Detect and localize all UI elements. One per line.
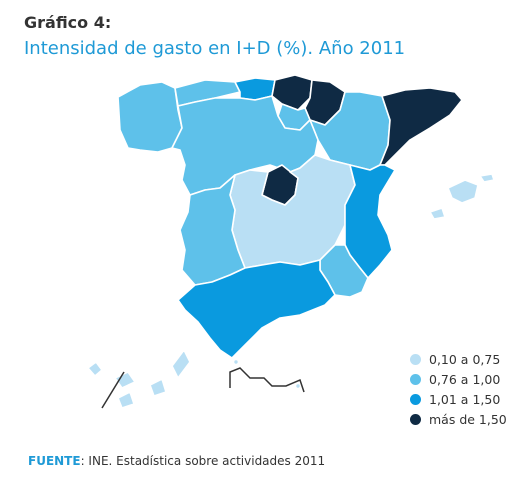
legend-item: más de 1,50 xyxy=(410,409,507,429)
region-andalucia[interactable] xyxy=(177,259,336,359)
figure-label: Gráfico 4: xyxy=(24,13,112,32)
legend-label: más de 1,50 xyxy=(429,411,507,427)
legend-label: 1,01 a 1,50 xyxy=(429,391,501,407)
region-galicia[interactable] xyxy=(117,81,183,153)
region-canarias[interactable] xyxy=(87,349,191,409)
figure-title: Intensidad de gasto en I+D (%). Año 2011 xyxy=(24,38,406,59)
africa-coastline xyxy=(229,367,305,393)
source-text: : INE. Estadística sobre actividades 201… xyxy=(80,454,326,468)
region-illes-balears[interactable] xyxy=(429,173,495,220)
legend-swatch xyxy=(410,393,421,405)
source-note: FUENTE: INE. Estadística sobre actividad… xyxy=(28,454,325,468)
region-cataluna[interactable] xyxy=(379,87,463,166)
legend-label: 0,76 a 1,00 xyxy=(429,371,501,387)
legend-swatch xyxy=(410,373,421,385)
legend-swatch xyxy=(410,353,421,365)
legend-item: 0,10 a 0,75 xyxy=(410,349,507,369)
region-ceuta[interactable] xyxy=(232,358,240,366)
region-pais-vasco[interactable] xyxy=(271,74,313,111)
legend-label: 0,10 a 0,75 xyxy=(429,351,501,367)
canarias-separator xyxy=(101,371,125,409)
source-prefix: FUENTE xyxy=(28,454,81,468)
legend: 0,10 a 0,75 0,76 a 1,00 1,01 a 1,50 más … xyxy=(410,349,507,429)
legend-swatch xyxy=(410,413,421,425)
legend-item: 1,01 a 1,50 xyxy=(410,389,507,409)
region-melilla[interactable] xyxy=(294,382,302,390)
region-comunitat-valenciana[interactable] xyxy=(344,164,396,279)
legend-item: 0,76 a 1,00 xyxy=(410,369,507,389)
